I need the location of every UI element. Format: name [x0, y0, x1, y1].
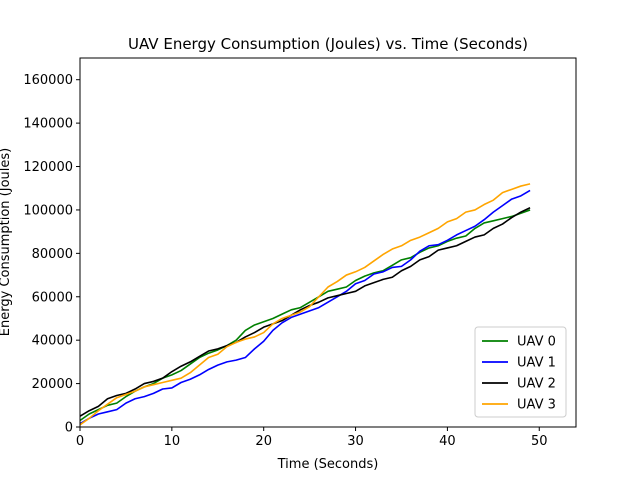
series-line-uav-1: [79, 189, 531, 425]
y-tick-label-2: 40000: [32, 334, 73, 349]
y-tick-label-5: 100000: [23, 203, 73, 218]
plot-frame: [79, 57, 577, 428]
legend-label-uav-3: UAV 3: [517, 398, 556, 413]
y-tick-label-8: 160000: [23, 73, 73, 88]
y-tick-label-4: 80000: [32, 247, 73, 262]
series-line-uav-0: [79, 209, 531, 422]
legend-label-uav-1: UAV 1: [517, 356, 556, 371]
plot-series: [79, 183, 531, 426]
x-tick-label-5: 50: [531, 434, 548, 449]
series-line-uav-2: [79, 207, 531, 417]
y-tick-label-0: 0: [65, 421, 73, 436]
y-tick-label-1: 20000: [32, 377, 73, 392]
y-axis-label: Energy Consumption (Joules): [0, 148, 13, 336]
legend-label-uav-2: UAV 2: [517, 377, 556, 392]
y-tick-label-6: 120000: [23, 160, 73, 175]
legend-label-uav-0: UAV 0: [517, 335, 556, 350]
x-tick-label-4: 40: [439, 434, 456, 449]
chart-title: UAV Energy Consumption (Joules) vs. Time…: [128, 35, 528, 53]
legend: UAV 0 UAV 1 UAV 2 UAV 3: [474, 326, 567, 418]
x-axis-label: Time (Seconds): [277, 457, 379, 472]
x-axis: 0 10 20 30 40 50: [76, 427, 548, 449]
y-axis: 0 20000 40000 60000 80000 100000 120000 140000 1…: [23, 73, 80, 436]
x-tick-label-0: 0: [76, 434, 84, 449]
x-tick-label-2: 20: [255, 434, 272, 449]
x-tick-label-1: 10: [164, 434, 181, 449]
legend-box: [474, 326, 567, 418]
y-tick-label-3: 60000: [32, 290, 73, 305]
x-tick-label-3: 30: [347, 434, 364, 449]
series-line-uav-3: [79, 183, 531, 426]
y-tick-label-7: 140000: [23, 117, 73, 132]
